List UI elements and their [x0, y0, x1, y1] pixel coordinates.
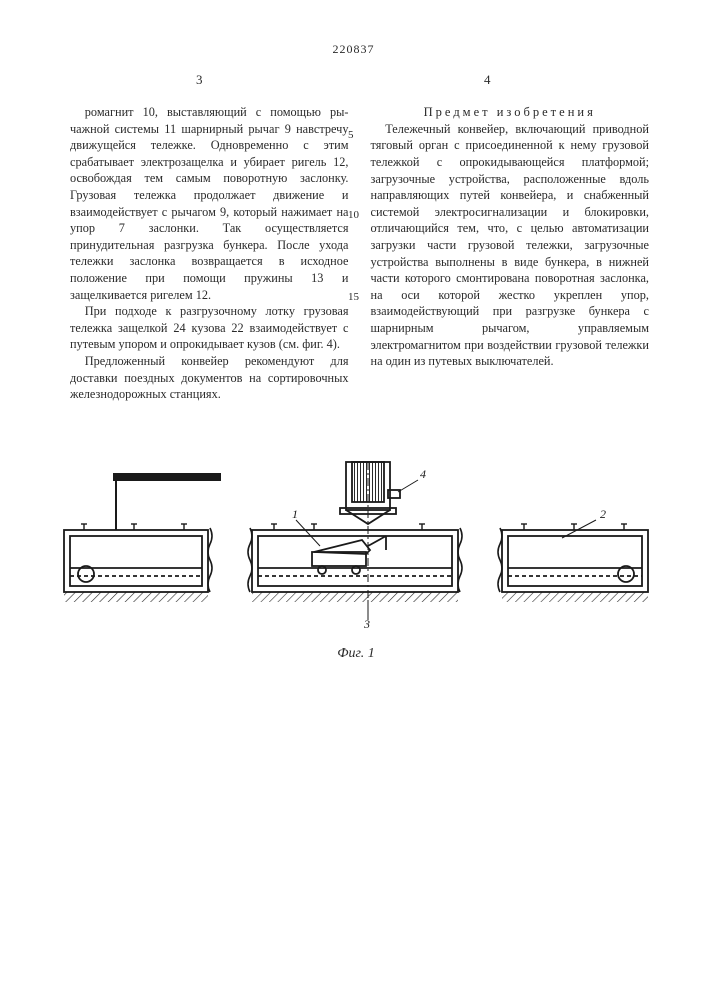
figure-label-2: 2 — [600, 507, 606, 521]
paragraph: При подходе к разгрузочному лотку грузо­… — [70, 303, 349, 353]
line-marker: 10 — [348, 210, 359, 221]
right-column: Предмет изобретения Тележечный конвейер,… — [371, 104, 650, 403]
claims-title: Предмет изобретения — [371, 104, 650, 121]
column-number-left: 3 — [196, 72, 203, 88]
paragraph: ромагнит 10, выставляющий с помощью ры­ч… — [70, 104, 349, 303]
document-number: 220837 — [0, 42, 707, 57]
figure-1: 1 2 3 4 Фиг. 1 — [56, 450, 656, 670]
figure-label-1: 1 — [292, 507, 298, 521]
figure-caption: Фиг. 1 — [56, 646, 656, 662]
text-columns: ромагнит 10, выставляющий с помощью ры­ч… — [70, 104, 649, 403]
figure-label-4: 4 — [420, 467, 426, 481]
line-marker: 5 — [348, 130, 354, 141]
paragraph: Предложенный конвейер рекомендуют для до… — [70, 353, 349, 403]
column-number-right: 4 — [484, 72, 491, 88]
figure-drawing: 1 2 3 4 — [56, 450, 656, 630]
figure-label-3: 3 — [363, 617, 370, 630]
line-marker: 15 — [348, 292, 359, 303]
left-column: ромагнит 10, выставляющий с помощью ры­ч… — [70, 104, 349, 403]
paragraph: Тележечный конвейер, включающий привод­н… — [371, 121, 650, 370]
